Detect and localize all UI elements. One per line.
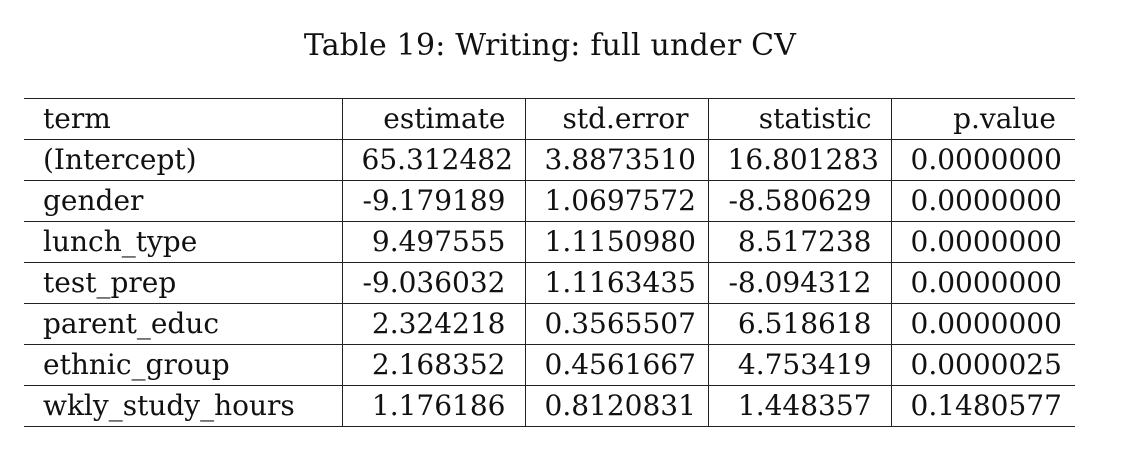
cell-statistic: 6.518618 — [707, 303, 891, 345]
table-row: test_prep -9.036032 1.1163435 -8.094312 … — [24, 262, 1075, 304]
cell-term: ethnic_group — [24, 344, 342, 386]
column-header-estimate: estimate — [341, 98, 525, 140]
cell-p-value: 0.0000000 — [890, 303, 1075, 345]
cell-statistic: 4.753419 — [707, 344, 891, 386]
column-header-p-value: p.value — [890, 98, 1075, 140]
cell-statistic: 8.517238 — [707, 221, 891, 263]
cell-term: lunch_type — [24, 221, 342, 263]
column-header-statistic: statistic — [707, 98, 891, 140]
cell-estimate: -9.036032 — [341, 262, 525, 304]
table-row: gender -9.179189 1.0697572 -8.580629 0.0… — [24, 180, 1075, 222]
cell-statistic: 16.801283 — [707, 139, 891, 181]
cell-estimate: 65.312482 — [341, 139, 525, 181]
table-row: ethnic_group 2.168352 0.4561667 4.753419… — [24, 344, 1075, 386]
cell-term: parent_educ — [24, 303, 342, 345]
cell-std-error: 0.8120831 — [524, 385, 708, 427]
cell-p-value: 0.0000025 — [890, 344, 1075, 386]
regression-results-table: term estimate std.error statistic p.valu… — [24, 98, 1075, 427]
cell-statistic: -8.094312 — [707, 262, 891, 304]
table-header: term estimate std.error statistic p.valu… — [24, 98, 1075, 140]
cell-estimate: -9.179189 — [341, 180, 525, 222]
header-row: term estimate std.error statistic p.valu… — [24, 98, 1075, 140]
cell-statistic: 1.448357 — [707, 385, 891, 427]
column-header-std-error: std.error — [524, 98, 708, 140]
cell-term: (Intercept) — [24, 139, 342, 181]
cell-p-value: 0.0000000 — [890, 221, 1075, 263]
table-caption: Table 19: Writing: full under CV — [303, 28, 797, 63]
cell-p-value: 0.1480577 — [890, 385, 1075, 427]
table-body: (Intercept) 65.312482 3.8873510 16.80128… — [24, 139, 1075, 427]
cell-term: test_prep — [24, 262, 342, 304]
cell-estimate: 9.497555 — [341, 221, 525, 263]
table-row: lunch_type 9.497555 1.1150980 8.517238 0… — [24, 221, 1075, 263]
cell-estimate: 2.324218 — [341, 303, 525, 345]
cell-statistic: -8.580629 — [707, 180, 891, 222]
cell-std-error: 0.3565507 — [524, 303, 708, 345]
table-row: (Intercept) 65.312482 3.8873510 16.80128… — [24, 139, 1075, 181]
cell-term: wkly_study_hours — [24, 385, 342, 427]
cell-std-error: 1.1150980 — [524, 221, 708, 263]
cell-p-value: 0.0000000 — [890, 262, 1075, 304]
cell-p-value: 0.0000000 — [890, 139, 1075, 181]
cell-estimate: 2.168352 — [341, 344, 525, 386]
cell-estimate: 1.176186 — [341, 385, 525, 427]
cell-p-value: 0.0000000 — [890, 180, 1075, 222]
table-row: wkly_study_hours 1.176186 0.8120831 1.44… — [24, 385, 1075, 427]
table-row: parent_educ 2.324218 0.3565507 6.518618 … — [24, 303, 1075, 345]
cell-std-error: 3.8873510 — [524, 139, 708, 181]
cell-std-error: 1.0697572 — [524, 180, 708, 222]
cell-std-error: 1.1163435 — [524, 262, 708, 304]
cell-term: gender — [24, 180, 342, 222]
cell-std-error: 0.4561667 — [524, 344, 708, 386]
column-header-term: term — [24, 98, 342, 140]
